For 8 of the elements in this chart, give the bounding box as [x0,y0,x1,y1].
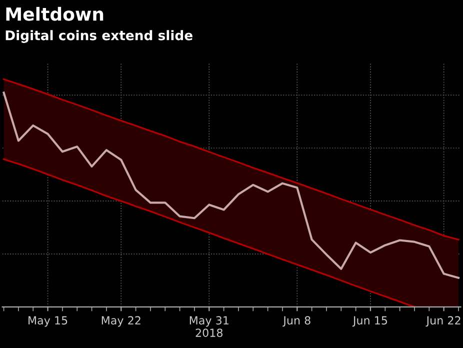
chart-title: Meltdown [6,6,104,21]
x-tick-label: Jun 8 [282,316,310,327]
x-tick-label: Jun 22 [426,316,460,327]
x-tick-label: May 22 [102,316,140,327]
x-tick-label: May 31 2018 [190,316,228,338]
x-tick-label: May 15 [28,316,68,327]
x-tick-label: Jun 15 [352,316,388,327]
chart-subtitle: Digital coins extend slide [6,30,192,43]
